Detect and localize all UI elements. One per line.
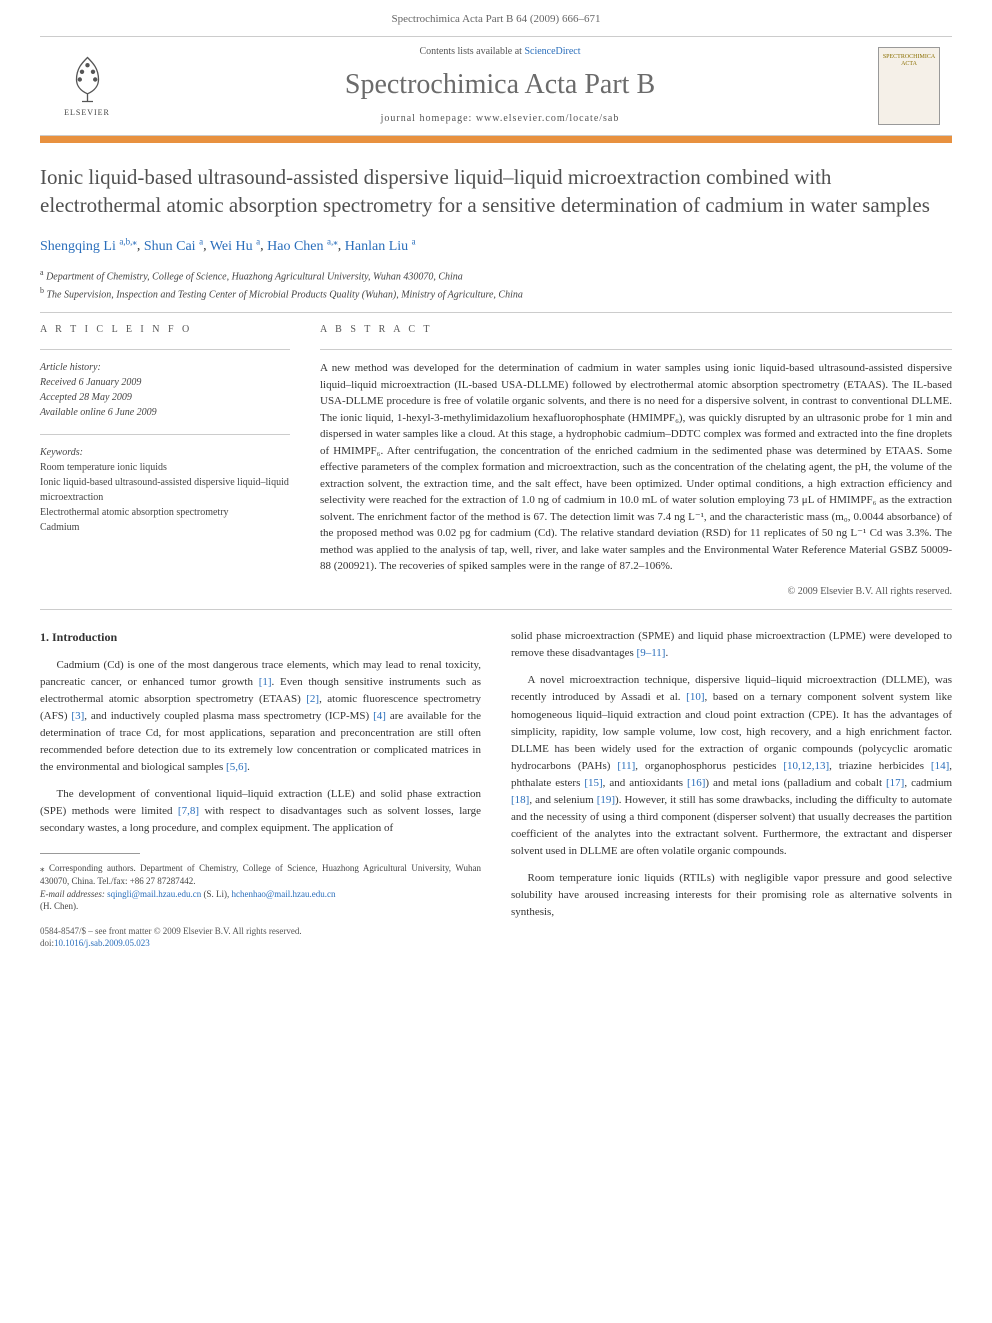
- author-link[interactable]: Wei Hu a: [210, 239, 260, 254]
- ref-link[interactable]: [2]: [306, 693, 319, 705]
- abstract-text: A new method was developed for the deter…: [320, 360, 952, 575]
- ref-link[interactable]: [11]: [617, 760, 635, 772]
- article-content: Ionic liquid-based ultrasound-assisted d…: [0, 143, 992, 970]
- body-paragraph: Room temperature ionic liquids (RTILs) w…: [511, 870, 952, 921]
- author-link[interactable]: Shun Cai a: [144, 239, 203, 254]
- body-columns: 1. Introduction Cadmium (Cd) is one of t…: [40, 628, 952, 950]
- homepage-prefix: journal homepage:: [381, 113, 476, 124]
- ref-link[interactable]: [1]: [259, 676, 272, 688]
- divider: [40, 312, 952, 313]
- elsevier-logo: ELSEVIER: [52, 51, 122, 121]
- author-link[interactable]: Hao Chen a,⁎: [267, 239, 338, 254]
- article-info-label: A R T I C L E I N F O: [40, 323, 290, 338]
- ref-link[interactable]: [4]: [373, 710, 386, 722]
- issn-block: 0584-8547/$ – see front matter © 2009 El…: [40, 925, 481, 950]
- sciencedirect-link[interactable]: ScienceDirect: [524, 46, 580, 57]
- email-link[interactable]: hchenhao@mail.hzau.edu.cn: [231, 889, 335, 899]
- footnote-separator: [40, 853, 140, 854]
- ref-link[interactable]: [9–11]: [637, 647, 666, 659]
- intro-heading: 1. Introduction: [40, 628, 481, 647]
- affiliation-line: a Department of Chemistry, College of Sc…: [40, 267, 952, 284]
- email-name: (S. Li),: [203, 889, 229, 899]
- citation-text: Spectrochimica Acta Part B 64 (2009) 666…: [392, 13, 601, 25]
- ref-link[interactable]: [10,12,13]: [783, 760, 829, 772]
- ref-link[interactable]: [19]: [597, 794, 615, 806]
- ref-link[interactable]: [3]: [71, 710, 84, 722]
- ref-link[interactable]: [15]: [584, 777, 602, 789]
- email-link[interactable]: sqingli@mail.hzau.edu.cn: [107, 889, 201, 899]
- divider: [40, 349, 290, 350]
- keyword-item: Ionic liquid-based ultrasound-assisted d…: [40, 475, 290, 505]
- doi-prefix: doi:: [40, 938, 54, 948]
- keyword-item: Electrothermal atomic absorption spectro…: [40, 505, 290, 520]
- journal-cover-thumb: SPECTROCHIMICA ACTA: [878, 47, 940, 125]
- email-label: E-mail addresses:: [40, 889, 105, 899]
- corresponding-text: ⁎ Corresponding authors. Department of C…: [40, 862, 481, 887]
- keywords-block: Keywords: Room temperature ionic liquids…: [40, 445, 290, 535]
- affiliations: a Department of Chemistry, College of Sc…: [40, 267, 952, 302]
- thumb-line2: ACTA: [901, 61, 917, 68]
- body-left-col: 1. Introduction Cadmium (Cd) is one of t…: [40, 628, 481, 950]
- elsevier-label: ELSEVIER: [64, 107, 110, 119]
- orange-accent-bar: [40, 136, 952, 143]
- banner-center: Contents lists available at ScienceDirec…: [122, 45, 878, 127]
- body-paragraph: solid phase microextraction (SPME) and l…: [511, 628, 952, 662]
- email-line: E-mail addresses: sqingli@mail.hzau.edu.…: [40, 888, 481, 901]
- keyword-item: Room temperature ionic liquids: [40, 460, 290, 475]
- page-header: Spectrochimica Acta Part B 64 (2009) 666…: [0, 0, 992, 36]
- ref-link[interactable]: [16]: [687, 777, 705, 789]
- info-abstract-row: A R T I C L E I N F O Article history: R…: [40, 323, 952, 600]
- history-item: Received 6 January 2009: [40, 375, 290, 390]
- journal-homepage: journal homepage: www.elsevier.com/locat…: [122, 112, 878, 127]
- author-link[interactable]: Hanlan Liu a: [345, 239, 416, 254]
- issn-line: 0584-8547/$ – see front matter © 2009 El…: [40, 925, 481, 938]
- divider: [40, 609, 952, 610]
- journal-banner: ELSEVIER Contents lists available at Sci…: [40, 36, 952, 136]
- ref-link[interactable]: [17]: [886, 777, 904, 789]
- thumb-line1: SPECTROCHIMICA: [883, 54, 935, 61]
- body-right-col: solid phase microextraction (SPME) and l…: [511, 628, 952, 950]
- ref-link[interactable]: [18]: [511, 794, 529, 806]
- body-paragraph: Cadmium (Cd) is one of the most dangerou…: [40, 657, 481, 776]
- journal-name: Spectrochimica Acta Part B: [122, 65, 878, 106]
- elsevier-tree-icon: [60, 52, 115, 107]
- article-info-col: A R T I C L E I N F O Article history: R…: [40, 323, 290, 600]
- author-link[interactable]: Shengqing Li a,b,⁎: [40, 239, 137, 254]
- divider: [40, 434, 290, 435]
- doi-link[interactable]: 10.1016/j.sab.2009.05.023: [54, 938, 150, 948]
- affiliation-line: b The Supervision, Inspection and Testin…: [40, 285, 952, 302]
- ref-link[interactable]: [14]: [931, 760, 949, 772]
- doi-line: doi:10.1016/j.sab.2009.05.023: [40, 937, 481, 950]
- history-label: Article history:: [40, 360, 290, 375]
- email-name2: (H. Chen).: [40, 900, 481, 913]
- ref-link[interactable]: [10]: [686, 691, 704, 703]
- divider: [320, 349, 952, 350]
- abstract-col: A B S T R A C T A new method was develop…: [320, 323, 952, 600]
- keyword-item: Cadmium: [40, 520, 290, 535]
- body-paragraph: The development of conventional liquid–l…: [40, 786, 481, 837]
- body-paragraph: A novel microextraction technique, dispe…: [511, 672, 952, 860]
- contents-line: Contents lists available at ScienceDirec…: [122, 45, 878, 60]
- abstract-label: A B S T R A C T: [320, 323, 952, 338]
- history-item: Accepted 28 May 2009: [40, 390, 290, 405]
- corresponding-footnote: ⁎ Corresponding authors. Department of C…: [40, 862, 481, 912]
- abstract-copyright: © 2009 Elsevier B.V. All rights reserved…: [320, 585, 952, 600]
- article-title: Ionic liquid-based ultrasound-assisted d…: [40, 163, 952, 220]
- authors-line: Shengqing Li a,b,⁎, Shun Cai a, Wei Hu a…: [40, 235, 952, 257]
- ref-link[interactable]: [5,6]: [226, 761, 247, 773]
- homepage-url: www.elsevier.com/locate/sab: [476, 113, 620, 124]
- ref-link[interactable]: [7,8]: [178, 805, 199, 817]
- article-history: Article history: Received 6 January 2009…: [40, 360, 290, 420]
- history-item: Available online 6 June 2009: [40, 405, 290, 420]
- contents-prefix: Contents lists available at: [419, 46, 524, 57]
- keywords-label: Keywords:: [40, 445, 290, 460]
